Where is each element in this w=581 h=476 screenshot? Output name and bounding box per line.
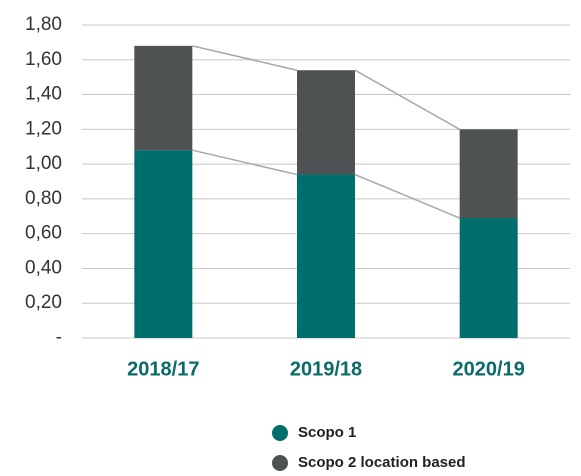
y-tick-label: 1,40: [25, 84, 62, 105]
legend-marker: [272, 425, 288, 441]
y-tick-label: 1,00: [25, 153, 62, 174]
bar-segment: [297, 70, 355, 175]
bar-segment: [297, 174, 355, 338]
x-tick-label: 2019/18: [290, 358, 362, 380]
connector-line: [354, 173, 460, 219]
y-tick-label: 0,60: [25, 223, 62, 244]
x-tick-label: 2018/17: [127, 358, 199, 380]
y-tick-label: 0,80: [25, 188, 62, 209]
legend-label: Scopo 1: [298, 424, 356, 441]
legend-label: Scopo 2 location based: [298, 454, 466, 471]
legend-marker: [272, 455, 288, 471]
y-tick-label: -: [56, 327, 62, 348]
y-tick-label: 0,20: [25, 292, 62, 313]
connector-line: [354, 69, 461, 130]
x-tick-label: 2020/19: [453, 358, 525, 380]
connector-line: [192, 149, 298, 176]
connector-line: [192, 45, 298, 71]
y-tick-label: 0,40: [25, 257, 62, 278]
bar-segment: [134, 45, 193, 151]
y-tick-label: 1,60: [25, 49, 62, 70]
y-tick-label: 1,80: [25, 14, 62, 35]
bar-segment: [134, 150, 193, 338]
bar-segment: [459, 218, 518, 338]
y-tick-label: 1,20: [25, 118, 62, 139]
bar-segment: [459, 129, 518, 219]
